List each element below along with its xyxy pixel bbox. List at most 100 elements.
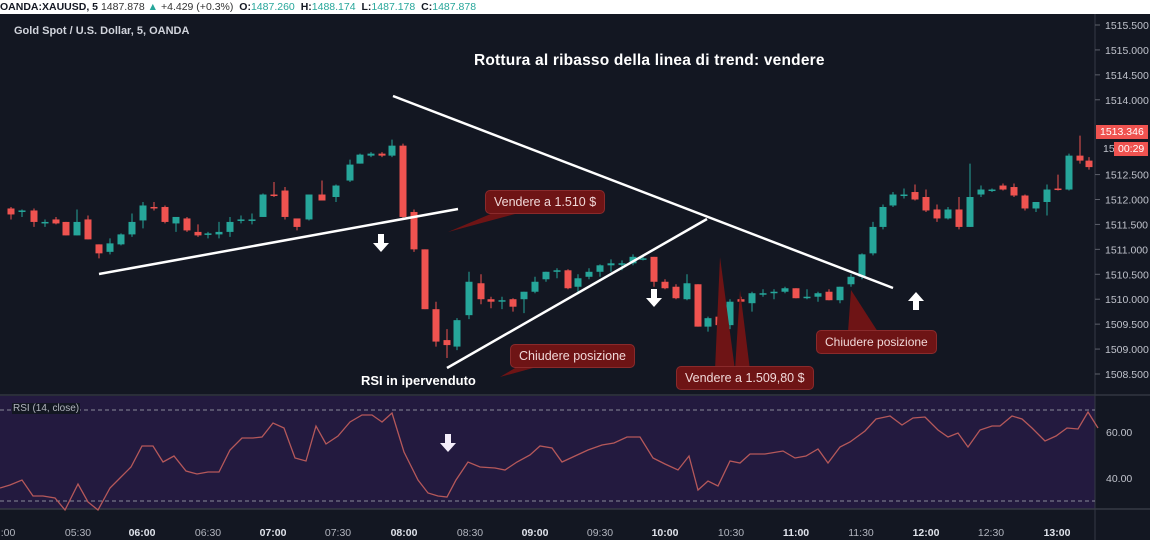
- time-tick-label: 10:00: [651, 527, 679, 539]
- callout-tail-sell-1: [448, 210, 530, 232]
- candle-body: [879, 206, 887, 227]
- last-price: 1487.878: [100, 1, 145, 13]
- price-tick-label: 1511.500: [1105, 219, 1148, 231]
- candle-body: [944, 209, 952, 219]
- candle-body: [781, 288, 789, 292]
- rsi-pane-background: [0, 395, 1095, 509]
- candlestick-series: [7, 135, 1093, 359]
- candle-body: [183, 218, 191, 231]
- trendline-support-1[interactable]: [98, 207, 459, 276]
- candle-body: [281, 190, 289, 217]
- candle-body: [410, 211, 418, 250]
- candle-body: [596, 265, 604, 272]
- candle-body: [18, 210, 26, 212]
- price-tick-label: 1515.500: [1105, 20, 1149, 32]
- candle-body: [825, 291, 833, 301]
- arrow-down-icon: [440, 434, 456, 452]
- time-tick-label: :00: [0, 527, 16, 539]
- price-tick-label: 1512.000: [1105, 195, 1149, 207]
- candle-body: [270, 194, 278, 197]
- candle-body: [672, 286, 680, 299]
- candle-body: [748, 293, 756, 304]
- candle-body: [900, 194, 908, 197]
- candle-body: [1076, 155, 1084, 161]
- price-axis-ticks: 1515.500 1515.000 1514.500 1514.000 1512.500…: [1095, 20, 1149, 381]
- candle-body: [1043, 189, 1051, 202]
- bar-countdown: 00:29: [1114, 142, 1149, 156]
- price-change: +4.429 (+0.3%): [160, 1, 234, 13]
- candle-body: [237, 219, 245, 221]
- triangle-up-icon: ▲: [147, 1, 159, 13]
- candle-body: [172, 216, 180, 224]
- candle-body: [399, 145, 407, 217]
- candle-body: [999, 185, 1007, 190]
- callout-tail-close-2: [848, 290, 878, 332]
- candle-body: [161, 206, 169, 222]
- candle-body: [204, 233, 212, 235]
- candle-body: [639, 258, 647, 260]
- candle-body: [1021, 195, 1029, 209]
- time-tick-label: 06:00: [128, 527, 156, 539]
- candle-body: [553, 270, 561, 272]
- candle-body: [1054, 188, 1062, 191]
- callout-sell-2: Vendere a 1.509,80 $: [676, 366, 814, 390]
- candle-body: [704, 318, 712, 327]
- high-value: 1488.174: [311, 1, 356, 13]
- rsi-legend: RSI (14, close): [12, 403, 81, 414]
- candle-body: [84, 219, 92, 240]
- callout-close-2: Chiudere posizione: [816, 330, 937, 354]
- candle-body: [150, 206, 158, 209]
- candle-body: [661, 281, 669, 289]
- rsi-line: [0, 410, 1099, 512]
- chart-title: Rottura al ribasso della linea di trend:…: [474, 52, 825, 69]
- candle-body: [1065, 155, 1073, 190]
- callout-close-1: Chiudere posizione: [510, 344, 636, 368]
- trendlines[interactable]: [98, 94, 894, 370]
- candle-body: [465, 281, 473, 316]
- candle-body: [421, 249, 429, 310]
- candle-body: [30, 210, 38, 222]
- candle-body: [889, 194, 897, 206]
- candle-body: [1032, 201, 1040, 209]
- candle-body: [305, 194, 313, 220]
- trendline-resistance-down[interactable]: [392, 94, 894, 290]
- candle-body: [966, 197, 974, 227]
- candle-body: [792, 288, 800, 299]
- candle-body: [803, 296, 811, 299]
- candle-body: [770, 291, 778, 294]
- candle-body: [564, 270, 572, 289]
- trendline-support-2[interactable]: [446, 217, 708, 370]
- rsi-tick-60: 60.00: [1106, 427, 1133, 439]
- candle-body: [453, 320, 461, 347]
- time-tick-label: 11:00: [782, 527, 810, 539]
- candle-body: [683, 283, 691, 300]
- open-label: O:: [239, 1, 251, 13]
- arrow-up-icon: [908, 292, 924, 310]
- time-tick-label: 09:30: [586, 527, 614, 539]
- candle-body: [226, 221, 234, 232]
- candle-body: [378, 153, 386, 156]
- close-label: C:: [421, 1, 433, 13]
- candle-body: [7, 208, 15, 215]
- candle-body: [1085, 160, 1093, 168]
- time-tick-label: 12:00: [912, 527, 940, 539]
- candle-body: [726, 301, 734, 326]
- price-tick-label: 1509.000: [1105, 344, 1149, 356]
- series-legend: Gold Spot / U.S. Dollar, 5, OANDA: [14, 25, 190, 37]
- last-price-tag: 1513.346: [1096, 125, 1148, 139]
- chart-canvas[interactable]: 1515.500 1515.000 1514.500 1514.000 1512.500…: [0, 14, 1150, 540]
- candle-body: [520, 291, 528, 300]
- candle-body: [293, 218, 301, 227]
- price-tick-label: 1510.000: [1105, 294, 1149, 306]
- candle-body: [847, 276, 855, 285]
- arrow-down-icon: [646, 289, 662, 307]
- candle-body: [41, 221, 49, 224]
- chart-area[interactable]: 1515.500 1515.000 1514.500 1514.000 1512.500…: [0, 14, 1150, 540]
- candle-body: [759, 293, 767, 295]
- candle-body: [814, 293, 822, 297]
- price-tick-label: 1515.000: [1105, 45, 1149, 57]
- candle-body: [318, 194, 326, 201]
- time-tick-label: 09:00: [521, 527, 549, 539]
- candle-body: [836, 286, 844, 301]
- candle-body: [618, 263, 626, 265]
